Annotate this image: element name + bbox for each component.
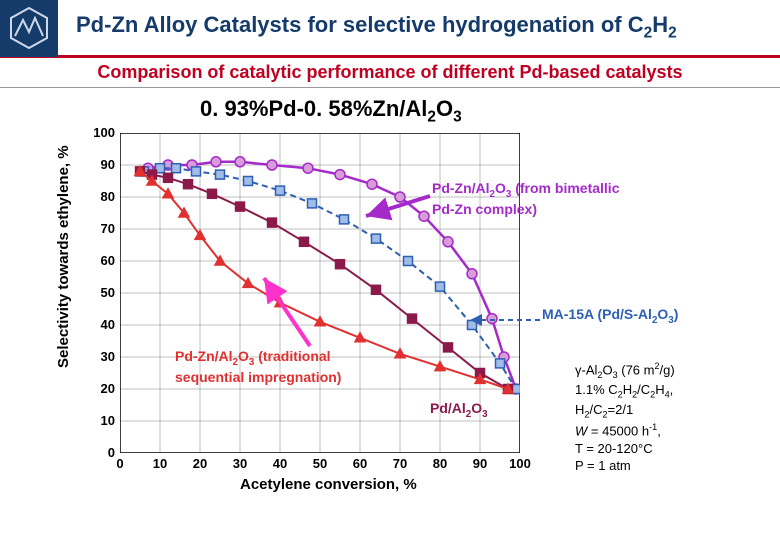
x-tick: 40: [265, 456, 295, 471]
chart-container: 0. 93%Pd-0. 58%Zn/Al2O3 Selectivity towa…: [0, 88, 780, 548]
y-tick: 50: [85, 285, 115, 300]
x-tick: 20: [185, 456, 215, 471]
legend-pdzn-trad: Pd-Zn/Al2O3 (traditional sequential impr…: [175, 348, 375, 385]
logo: [0, 0, 58, 57]
y-tick: 60: [85, 253, 115, 268]
chart-title: 0. 93%Pd-0. 58%Zn/Al2O3: [200, 96, 462, 126]
x-tick: 10: [145, 456, 175, 471]
x-tick: 70: [385, 456, 415, 471]
legend-pd-al2o3: Pd/Al2O3: [430, 400, 488, 421]
y-tick: 30: [85, 349, 115, 364]
y-tick: 70: [85, 221, 115, 236]
x-tick: 80: [425, 456, 455, 471]
header-bar: Pd-Zn Alloy Catalysts for selective hydr…: [0, 0, 780, 58]
x-tick: 30: [225, 456, 255, 471]
x-tick: 60: [345, 456, 375, 471]
x-tick: 0: [105, 456, 135, 471]
y-tick: 80: [85, 189, 115, 204]
subtitle: Comparison of catalytic performance of d…: [0, 58, 780, 88]
hexagon-logo-icon: [7, 6, 51, 50]
y-tick: 10: [85, 413, 115, 428]
y-tick: 90: [85, 157, 115, 172]
y-tick: 40: [85, 317, 115, 332]
conditions-text: γ-Al2O3 (76 m2/g)1.1% C2H2/C2H4,H2/C2=2/…: [575, 360, 675, 475]
y-tick: 20: [85, 381, 115, 396]
y-tick: 100: [85, 125, 115, 140]
x-tick: 50: [305, 456, 335, 471]
y-axis-label: Selectivity towards ethylene, %: [55, 145, 72, 368]
legend-pdzn-complex: Pd-Zn/Al2O3 (from bimetallic Pd-Zn compl…: [432, 180, 632, 217]
legend-ma15a: MA-15A (Pd/S-Al2O3): [542, 306, 678, 327]
page-title: Pd-Zn Alloy Catalysts for selective hydr…: [58, 12, 780, 42]
x-axis-label: Acetylene conversion, %: [240, 476, 417, 493]
x-tick: 100: [505, 456, 535, 471]
x-tick: 90: [465, 456, 495, 471]
